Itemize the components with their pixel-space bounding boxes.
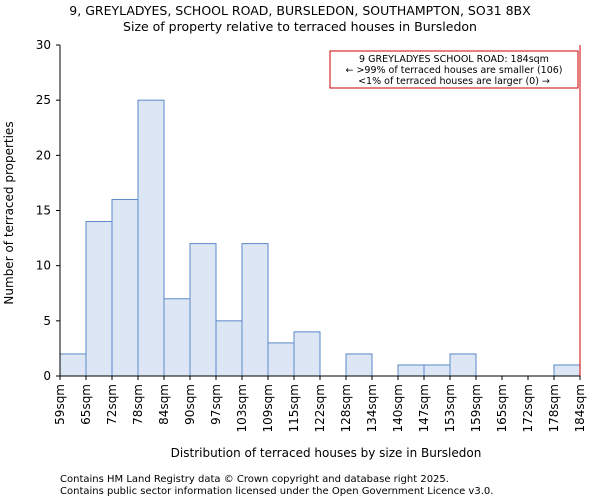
bar <box>397 364 425 377</box>
annotation-line-1: 9 GREYLADYES SCHOOL ROAD: 184sqm <box>359 54 549 65</box>
y-axis: 0 5 10 15 20 25 30 <box>36 38 60 383</box>
bar <box>345 353 373 377</box>
x-tick-label: 128sqm <box>339 384 353 432</box>
x-tick-label: 122sqm <box>313 384 327 432</box>
chart-subtitle: Size of property relative to terraced ho… <box>123 19 477 34</box>
x-tick-label: 134sqm <box>365 384 379 432</box>
bar <box>189 243 217 377</box>
x-tick-label: 59sqm <box>53 384 67 425</box>
bar <box>215 320 243 377</box>
bar <box>85 221 113 377</box>
bar <box>553 364 581 377</box>
bar <box>267 342 295 377</box>
x-tick-label: 115sqm <box>287 384 301 432</box>
x-tick-label: 72sqm <box>105 384 119 425</box>
x-tick-label: 78sqm <box>131 384 145 425</box>
y-tick-label: 10 <box>36 259 51 273</box>
x-tick-label: 159sqm <box>469 384 483 432</box>
bar <box>241 243 269 377</box>
x-tick-label: 165sqm <box>495 384 509 432</box>
x-axis: 59sqm 65sqm 72sqm 78sqm 84sqm 90sqm 97sqm 103sq… <box>53 376 587 432</box>
chart-title: 9, GREYLADYES, SCHOOL ROAD, BURSLEDON, S… <box>69 3 531 18</box>
bar <box>111 198 139 377</box>
bars <box>59 99 581 377</box>
y-tick-label: 0 <box>43 369 51 383</box>
x-tick-label: 147sqm <box>417 384 431 432</box>
annotation-box: 9 GREYLADYES SCHOOL ROAD: 184sqm ← >99% … <box>329 50 579 89</box>
x-tick-label: 65sqm <box>79 384 93 425</box>
bar <box>449 353 477 377</box>
x-tick-label: 90sqm <box>183 384 197 425</box>
y-axis-label: Number of terraced properties <box>2 121 16 304</box>
x-tick-label: 153sqm <box>443 384 457 432</box>
bar <box>163 298 191 377</box>
x-tick-label: 103sqm <box>235 384 249 432</box>
annotation-line-3: <1% of terraced houses are larger (0) → <box>358 76 550 87</box>
footer-line-1: Contains HM Land Registry data © Crown c… <box>60 474 449 485</box>
y-tick-label: 30 <box>36 38 51 52</box>
x-tick-label: 178sqm <box>547 384 561 432</box>
x-tick-label: 184sqm <box>573 384 587 432</box>
bar <box>59 353 87 377</box>
x-tick-label: 97sqm <box>209 384 223 425</box>
bar <box>423 364 451 377</box>
footer-line-2: Contains public sector information licen… <box>60 486 493 497</box>
annotation-box-border <box>329 50 579 89</box>
x-tick-label: 84sqm <box>157 384 171 425</box>
x-axis-label: Distribution of terraced houses by size … <box>171 446 482 460</box>
bar <box>293 331 321 377</box>
x-tick-label: 109sqm <box>261 384 275 432</box>
y-tick-label: 15 <box>36 204 51 218</box>
bar <box>137 99 165 377</box>
y-tick-label: 25 <box>36 93 51 107</box>
x-tick-label: 140sqm <box>391 384 405 432</box>
annotation-line-2: ← >99% of terraced houses are smaller (1… <box>345 65 562 76</box>
y-tick-label: 20 <box>36 148 51 162</box>
x-tick-label: 172sqm <box>521 384 535 432</box>
y-tick-label: 5 <box>43 314 51 328</box>
